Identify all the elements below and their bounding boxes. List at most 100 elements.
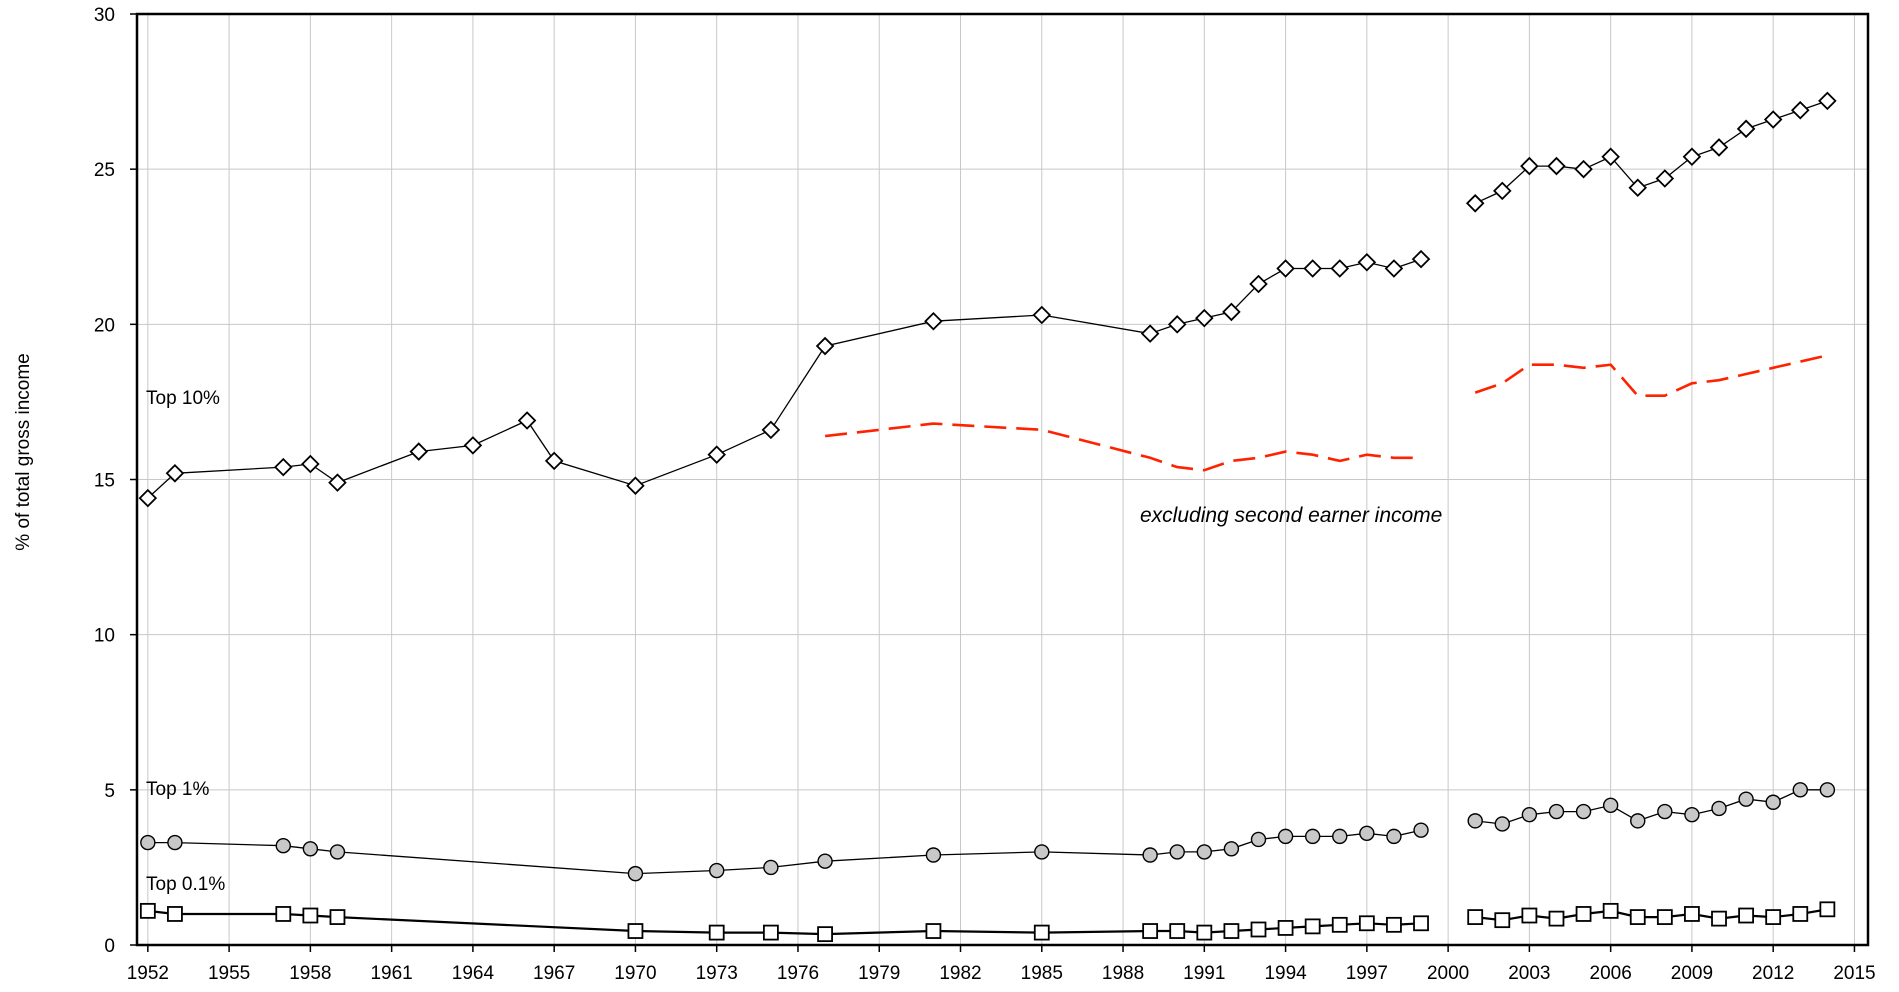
data-point-square — [1819, 901, 1836, 918]
x-tick-label: 1955 — [208, 963, 250, 984]
data-point-diamond — [1601, 147, 1620, 167]
x-tick-label: 1958 — [289, 963, 331, 984]
y-tick-label: 10 — [94, 626, 115, 647]
x-tick-label: 2006 — [1590, 963, 1632, 984]
data-point-diamond — [1303, 259, 1322, 278]
data-point-square — [1413, 915, 1429, 932]
series-line — [147, 258, 1422, 499]
data-point-square — [627, 923, 644, 939]
series-line — [147, 829, 1422, 875]
x-tick-label: 1970 — [614, 963, 656, 984]
x-tick-label: 2009 — [1671, 963, 1713, 984]
data-point-diamond — [328, 473, 347, 492]
data-point-diamond — [165, 464, 185, 483]
data-point-square — [1250, 921, 1267, 938]
data-point-circle — [1304, 828, 1321, 845]
data-point-square — [1386, 916, 1402, 933]
x-tick-label: 1985 — [1021, 963, 1063, 984]
y-tick-label: 20 — [94, 315, 115, 336]
x-tick-label: 1976 — [777, 963, 819, 984]
data-point-diamond — [1547, 156, 1566, 176]
x-tick-label: 1961 — [370, 963, 412, 984]
data-point-square — [1575, 906, 1592, 922]
data-point-circle — [1413, 822, 1429, 838]
x-tick-label: 2003 — [1508, 963, 1550, 984]
data-point-square — [762, 924, 779, 941]
data-point-circle — [1738, 791, 1754, 807]
data-point-diamond — [1167, 315, 1187, 334]
y-tick-label: 25 — [94, 160, 115, 181]
data-point-diamond — [815, 336, 835, 356]
data-point-circle — [1169, 844, 1185, 860]
data-point-square — [1196, 924, 1213, 941]
data-point-circle — [302, 841, 319, 857]
data-point-diamond — [1384, 259, 1404, 278]
y-tick-label: 30 — [94, 5, 115, 26]
data-point-diamond — [409, 442, 429, 461]
series-top-0-1 — [139, 901, 1836, 943]
data-point-diamond — [544, 451, 564, 471]
data-point-diamond — [1655, 169, 1675, 188]
x-tick-label: 2000 — [1427, 963, 1469, 984]
data-point-square — [708, 924, 725, 941]
data-point-circle — [1711, 800, 1727, 817]
data-point-square — [1738, 907, 1754, 924]
data-point-circle — [1359, 825, 1375, 841]
data-point-diamond — [1411, 249, 1431, 269]
series-excluding-second-earner-income — [824, 354, 1828, 472]
data-point-circle — [817, 853, 833, 869]
data-point-square — [817, 926, 833, 943]
data-point-square — [925, 923, 942, 939]
series-top-1 — [140, 782, 1836, 882]
y-tick-label: 0 — [104, 936, 115, 957]
data-point-diamond — [1709, 138, 1729, 157]
data-point-circle — [1575, 803, 1592, 820]
data-point-circle — [1277, 828, 1294, 845]
data-point-diamond — [1493, 181, 1512, 201]
x-tick-label: 1994 — [1264, 963, 1307, 984]
data-point-diamond — [138, 488, 158, 508]
data-point-diamond — [1140, 324, 1160, 343]
data-point-diamond — [1763, 110, 1783, 129]
data-point-circle — [1034, 844, 1050, 860]
data-point-diamond — [1791, 100, 1810, 120]
data-point-diamond — [1574, 159, 1593, 179]
y-tick-label: 15 — [94, 471, 115, 492]
data-point-square — [139, 902, 156, 919]
x-tick-label: 1997 — [1346, 963, 1388, 984]
data-point-diamond — [1736, 119, 1756, 139]
data-point-diamond — [1222, 302, 1241, 322]
data-point-circle — [709, 862, 725, 879]
data-point-circle — [1765, 794, 1781, 810]
data-point-circle — [275, 837, 291, 854]
data-point-circle — [1684, 806, 1700, 823]
x-tick-label: 1952 — [127, 963, 169, 984]
data-point-square — [1765, 909, 1782, 925]
data-point-circle — [1657, 803, 1673, 820]
data-point-circle — [1332, 828, 1348, 845]
data-point-diamond — [1520, 156, 1539, 176]
data-point-square — [1331, 916, 1348, 933]
x-tick-label: 2012 — [1752, 963, 1794, 984]
data-point-circle — [1142, 847, 1158, 863]
data-point-circle — [1250, 831, 1267, 848]
data-point-circle — [1521, 806, 1538, 823]
x-tick-label: 1979 — [858, 963, 900, 984]
data-point-square — [1684, 906, 1700, 922]
y-tick-label: 5 — [104, 781, 115, 802]
data-point-diamond — [1357, 252, 1377, 272]
data-point-diamond — [924, 311, 943, 331]
data-point-diamond — [301, 454, 320, 474]
x-tick-label: 1967 — [533, 963, 575, 984]
series — [138, 91, 1837, 943]
data-point-diamond — [1276, 259, 1295, 278]
data-point-square — [1358, 915, 1375, 932]
data-point-square — [1033, 924, 1050, 941]
data-point-square — [1548, 910, 1565, 927]
data-point-diamond — [274, 457, 293, 477]
data-point-circle — [1467, 813, 1483, 829]
data-point-circle — [167, 834, 183, 851]
data-point-square — [1494, 912, 1511, 929]
data-point-square — [1277, 920, 1294, 936]
